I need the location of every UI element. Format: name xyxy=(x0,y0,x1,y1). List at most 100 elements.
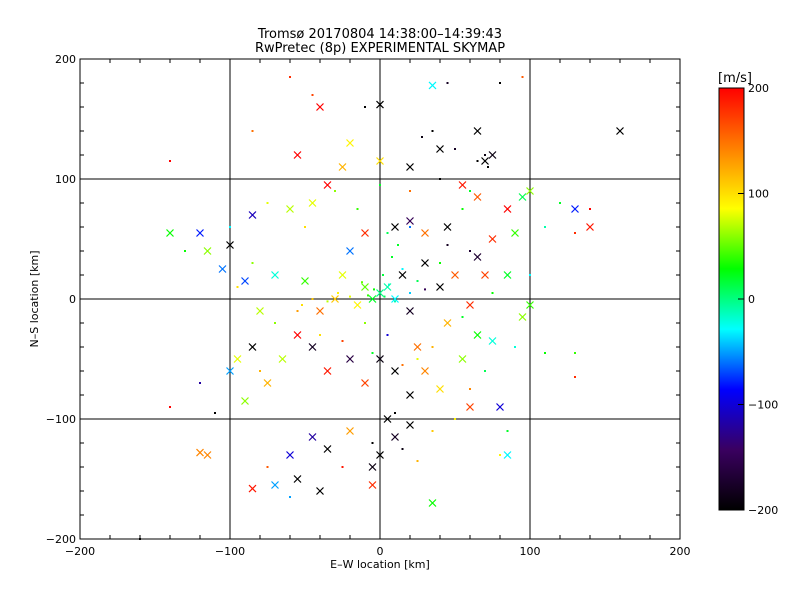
data-point-dot xyxy=(461,208,464,210)
x-tick-label: 0 xyxy=(377,545,384,558)
data-point-cross xyxy=(226,241,234,249)
data-point-dot xyxy=(401,448,404,450)
data-point-cross xyxy=(421,259,429,267)
x-axis-ticks: −200 −100 0 100 200 xyxy=(65,59,691,558)
data-point-dot xyxy=(139,538,141,540)
data-point-cross xyxy=(248,343,257,351)
data-point-dot xyxy=(416,280,419,282)
data-point-dot xyxy=(394,412,396,414)
data-point-cross xyxy=(406,421,414,429)
data-point-cross xyxy=(316,487,324,495)
data-point-cross xyxy=(368,481,377,489)
data-point-dot xyxy=(169,406,171,408)
data-point-dot xyxy=(431,130,434,132)
data-point-dot xyxy=(409,292,411,294)
data-point-cross xyxy=(586,223,594,231)
data-point-cross xyxy=(473,193,482,201)
data-point-dot xyxy=(409,190,411,192)
y-tick-label: 200 xyxy=(55,53,76,66)
data-point-cross xyxy=(323,367,332,375)
data-point-dot xyxy=(169,160,171,162)
data-point-cross xyxy=(248,484,257,493)
data-point-cross xyxy=(308,343,317,351)
data-point-cross xyxy=(571,205,579,213)
data-point-cross xyxy=(338,271,347,279)
colorbar-tick-label: −100 xyxy=(748,399,778,412)
data-point-dot xyxy=(391,256,393,258)
data-point-dot xyxy=(388,283,390,286)
data-point-dot xyxy=(484,370,486,372)
data-point-dot xyxy=(311,298,314,300)
data-point-cross xyxy=(436,385,444,393)
y-tick-label: −100 xyxy=(46,413,76,426)
data-point-cross xyxy=(391,367,399,375)
data-point-cross xyxy=(271,481,279,489)
data-point-dot xyxy=(487,166,489,168)
x-axis-label: E–W location [km] xyxy=(330,558,430,571)
data-point-cross xyxy=(293,151,302,159)
data-point-cross xyxy=(466,301,474,309)
data-point-dot xyxy=(574,352,576,354)
data-point-cross xyxy=(361,283,369,291)
chart-title: Tromsø 20170804 14:38:00–14:39:43 xyxy=(257,27,502,42)
data-point-dot xyxy=(386,232,389,234)
data-point-cross xyxy=(368,463,377,471)
data-point-dot xyxy=(259,370,261,372)
data-point-cross xyxy=(376,289,384,297)
data-point-dot xyxy=(574,376,576,378)
data-point-cross xyxy=(391,223,399,231)
data-point-cross xyxy=(248,211,257,219)
data-point-cross xyxy=(166,229,174,237)
data-point-dot xyxy=(461,316,464,318)
data-point-cross xyxy=(361,229,369,237)
data-point-cross xyxy=(398,271,407,279)
data-point-dot xyxy=(214,412,216,414)
data-point-cross xyxy=(196,229,204,237)
data-point-dot xyxy=(266,466,269,468)
y-axis-label: N–S location [km] xyxy=(28,250,41,347)
data-point-dot xyxy=(289,76,291,78)
data-point-dot xyxy=(383,295,386,298)
data-point-cross xyxy=(443,319,452,327)
data-point-dot xyxy=(431,346,434,348)
data-point-dot xyxy=(367,294,369,297)
data-point-cross xyxy=(376,157,384,165)
data-point-cross xyxy=(376,355,384,363)
data-point-cross xyxy=(503,451,512,459)
y-tick-label: −200 xyxy=(46,533,76,546)
data-point-cross xyxy=(526,301,534,309)
colorbar-tick-label: 200 xyxy=(748,82,769,95)
data-point-dot xyxy=(514,346,516,348)
data-point-dot xyxy=(401,364,404,366)
data-point-dot xyxy=(476,160,479,162)
data-point-cross xyxy=(391,433,399,441)
data-point-cross xyxy=(488,337,497,345)
data-point-dot xyxy=(401,268,404,270)
data-point-dot xyxy=(341,466,344,468)
data-point-cross xyxy=(361,379,369,387)
data-point-cross xyxy=(316,307,324,315)
data-point-dot xyxy=(304,226,306,228)
data-point-dot xyxy=(364,322,366,324)
x-tick-label: −200 xyxy=(65,545,95,558)
data-point-cross xyxy=(518,313,527,321)
colorbar-ticks: 200 100 0 −100 −200 xyxy=(718,82,778,517)
data-point-cross xyxy=(458,181,467,189)
data-point-cross xyxy=(308,433,317,441)
data-point-dot xyxy=(386,334,389,336)
data-point-dot xyxy=(446,244,449,246)
data-point-dot xyxy=(499,82,501,84)
data-point-cross xyxy=(256,307,264,315)
data-point-dot xyxy=(421,136,423,138)
data-point-cross xyxy=(428,499,437,507)
data-point-dot xyxy=(416,358,419,360)
data-point-dot xyxy=(416,460,419,462)
data-point-dot xyxy=(499,454,501,456)
data-points xyxy=(139,76,624,540)
data-point-dot xyxy=(349,295,351,298)
data-point-cross xyxy=(511,229,519,237)
data-point-cross xyxy=(346,247,354,255)
data-point-dot xyxy=(371,442,374,444)
data-point-cross xyxy=(503,205,512,213)
